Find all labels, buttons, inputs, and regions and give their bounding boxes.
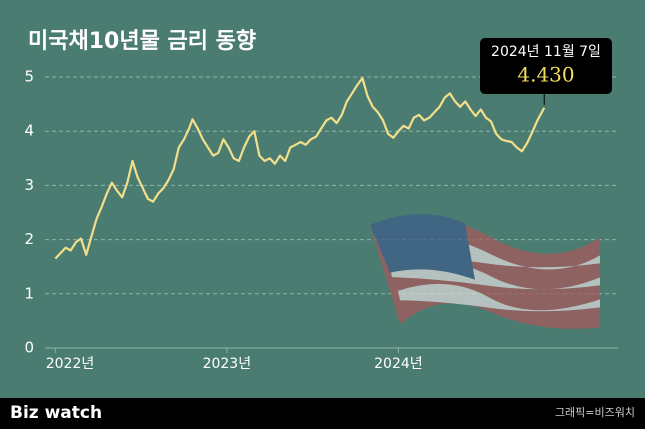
footer-bar (0, 398, 645, 429)
x-tick-label: 2022년 (46, 356, 95, 372)
y-tick-label: 5 (24, 68, 34, 86)
y-tick-label: 1 (24, 284, 34, 302)
annotation-value: 4.430 (517, 63, 574, 87)
x-tick-label: 2023년 (203, 356, 252, 372)
x-tick-label: 2024년 (374, 356, 423, 372)
flag-illustration (370, 214, 600, 329)
line (54, 77, 546, 260)
y-tick-label: 0 (24, 339, 34, 357)
annotation-box (480, 38, 612, 94)
chart-title: 미국채10년물 금리 동향 (28, 29, 256, 54)
y-tick-label: 4 (24, 122, 34, 140)
logo: Biz watch (10, 403, 102, 423)
credit: 그래픽=비즈워치 (555, 406, 635, 419)
annotation-date: 2024년 11월 7일 (491, 44, 601, 60)
y-tick-label: 2 (24, 230, 34, 248)
y-tick-label: 3 (24, 176, 34, 194)
